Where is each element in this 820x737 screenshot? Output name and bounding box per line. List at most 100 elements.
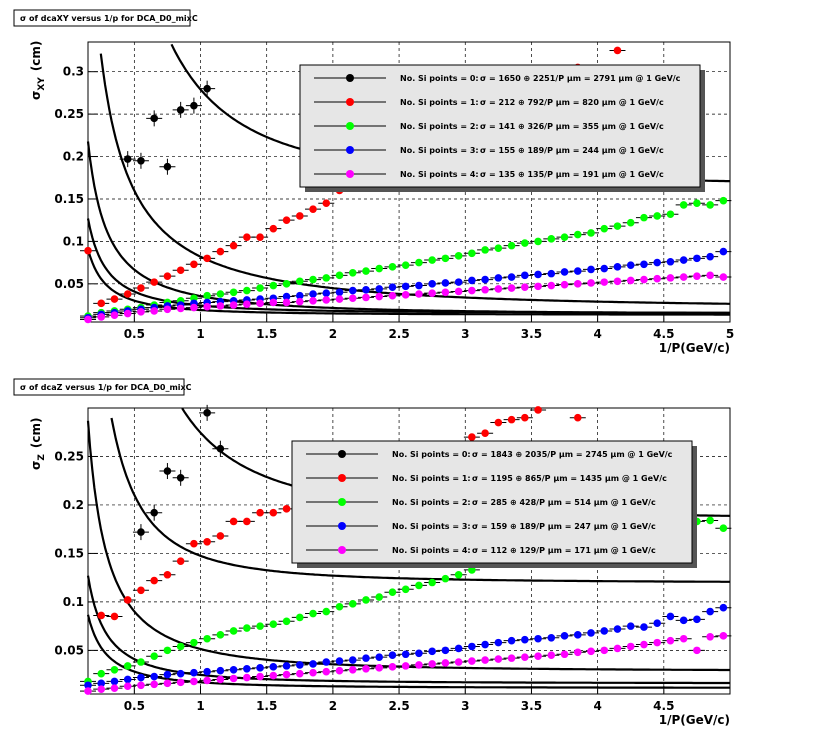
data-point-series-4 (295, 669, 304, 678)
data-point-series-2 (626, 218, 635, 227)
data-point-series-1 (203, 254, 211, 263)
data-point-series-4 (534, 652, 542, 660)
data-point-series-4 (229, 674, 238, 683)
data-point-series-3 (666, 257, 675, 266)
data-point-series-3 (203, 667, 211, 676)
data-point-series-3 (362, 285, 370, 294)
data-point-series-2 (229, 627, 238, 635)
data-point-series-3 (97, 679, 106, 688)
data-point-series-2 (137, 658, 145, 666)
data-point-series-4 (600, 646, 609, 655)
data-point-series-3 (573, 267, 582, 275)
data-point-series-2 (150, 652, 158, 660)
data-point-series-4 (507, 654, 516, 662)
data-point-series-2 (640, 213, 648, 222)
data-point-series-2 (454, 570, 463, 579)
chart-panel-dcaxy: σ of dcaXY versus 1/p for DCA_D0_mixC 0.… (13, 9, 734, 355)
data-point-series-4 (693, 272, 701, 280)
data-point-series-4 (626, 642, 635, 651)
data-point-series-0 (137, 156, 145, 165)
y-tick-label: 0.3 (63, 65, 84, 79)
legend-formula: σ = 155 ⊕ 189/P μm = 244 μm @ 1 GeV/c (480, 146, 664, 155)
chart-title: σ of dcaZ versus 1/p for DCA_D0_mixC (20, 383, 192, 392)
data-point-series-1 (256, 233, 264, 241)
data-point-series-4 (719, 273, 728, 281)
data-point-series-2 (256, 284, 264, 292)
data-point-series-4 (203, 302, 211, 311)
fit-curve-1 (110, 417, 730, 583)
legend-formula: σ = 1195 ⊕ 865/P μm = 1435 μm @ 1 GeV/c (472, 474, 667, 483)
data-point-series-3 (679, 616, 688, 625)
x-tick-label: 4 (593, 699, 601, 713)
data-point-series-1 (243, 233, 251, 241)
data-point-series-4 (706, 271, 714, 280)
data-point-series-4 (547, 281, 556, 290)
data-point-series-4 (295, 297, 304, 306)
data-point-series-4 (507, 284, 516, 292)
data-point-series-1 (150, 278, 158, 286)
data-point-series-3 (640, 623, 648, 631)
data-point-series-2 (441, 574, 450, 583)
data-point-series-4 (706, 633, 714, 641)
data-point-series-4 (573, 648, 582, 657)
data-point-series-1 (84, 246, 92, 255)
data-point-series-4 (243, 673, 251, 682)
data-point-series-4 (362, 664, 370, 673)
legend-marker (338, 546, 346, 554)
data-point-series-1 (97, 611, 106, 620)
data-point-series-4 (415, 661, 423, 669)
data-point-series-4 (362, 293, 370, 302)
data-point-series-3 (362, 654, 370, 662)
data-point-series-2 (613, 222, 622, 230)
legend-marker (346, 98, 354, 106)
data-point-series-4 (693, 646, 701, 655)
data-point-series-2 (573, 230, 582, 239)
data-point-series-2 (441, 254, 450, 263)
data-point-series-0 (216, 444, 225, 453)
data-point-series-3 (322, 658, 331, 666)
data-points (80, 404, 732, 695)
data-point-series-4 (653, 638, 661, 647)
x-tick-label: 1 (196, 699, 204, 713)
data-point-series-4 (613, 644, 622, 653)
data-point-series-4 (481, 656, 489, 664)
data-point-series-3 (560, 632, 569, 640)
x-tick-label: 1.5 (256, 699, 277, 713)
data-point-series-4 (176, 678, 185, 687)
data-point-series-3 (706, 607, 714, 616)
data-point-series-3 (375, 653, 384, 661)
data-point-series-4 (468, 286, 476, 295)
data-point-series-4 (560, 280, 569, 289)
data-point-series-3 (176, 669, 185, 678)
data-point-series-2 (335, 602, 344, 611)
data-point-series-3 (137, 673, 145, 682)
legend-name: No. Si points = 0: (392, 450, 471, 459)
data-point-series-3 (613, 625, 622, 633)
data-point-series-1 (468, 433, 476, 441)
data-point-series-2 (309, 609, 317, 618)
data-point-series-1 (573, 413, 582, 422)
data-point-series-4 (494, 285, 503, 293)
data-point-series-3 (653, 258, 661, 267)
data-point-series-1 (295, 212, 304, 220)
data-point-series-3 (693, 254, 701, 263)
data-point-series-4 (97, 313, 106, 321)
data-point-series-1 (176, 266, 185, 275)
y-axis-sigma: σ (29, 91, 43, 100)
data-point-series-4 (388, 663, 397, 671)
data-point-series-3 (626, 261, 635, 269)
legend-formula: σ = 1843 ⊕ 2035/P μm = 2745 μm @ 1 GeV/c (472, 450, 673, 459)
data-point-series-3 (441, 646, 450, 655)
legend-name: No. Si points = 3: (392, 522, 471, 531)
data-point-series-3 (375, 285, 384, 293)
data-point-series-4 (84, 315, 92, 324)
data-point-series-2 (375, 264, 384, 273)
y-axis-sigma: σ (29, 461, 43, 470)
data-point-series-4 (521, 283, 529, 292)
data-point-series-3 (415, 281, 423, 290)
data-point-series-1 (256, 508, 264, 517)
data-point-series-4 (626, 276, 635, 285)
data-point-series-4 (468, 657, 476, 665)
data-point-series-3 (110, 677, 119, 686)
data-point-series-1 (521, 413, 529, 422)
